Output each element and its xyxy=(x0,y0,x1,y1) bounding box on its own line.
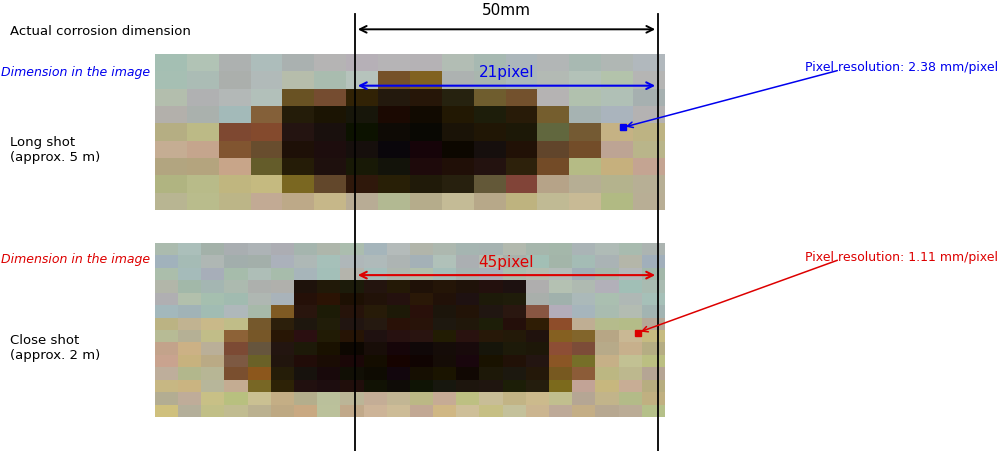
Text: Close shot
(approx. 2 m): Close shot (approx. 2 m) xyxy=(10,334,100,363)
Text: Pixel resolution: 1.11 mm/pixel: Pixel resolution: 1.11 mm/pixel xyxy=(805,251,998,263)
Text: Actual corrosion dimension: Actual corrosion dimension xyxy=(10,25,191,38)
Text: Pixel resolution: 2.38 mm/pixel: Pixel resolution: 2.38 mm/pixel xyxy=(805,61,998,74)
Text: Long shot
(approx. 5 m): Long shot (approx. 5 m) xyxy=(10,136,100,164)
Text: 45pixel: 45pixel xyxy=(479,255,534,270)
Text: Dimension in the image: Dimension in the image xyxy=(1,253,150,266)
Text: Dimension in the image: Dimension in the image xyxy=(1,66,150,78)
Text: 21pixel: 21pixel xyxy=(479,65,534,80)
Text: 50mm: 50mm xyxy=(482,3,531,18)
